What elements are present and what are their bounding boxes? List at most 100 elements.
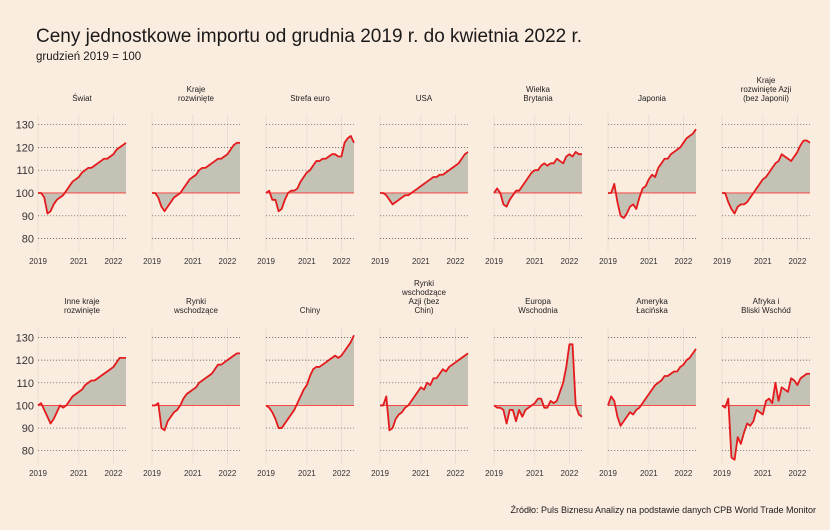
series-line (722, 139, 811, 215)
x-tick-label: 2021 (70, 257, 88, 266)
y-tick-label: 90 (22, 211, 34, 223)
series-area (380, 353, 468, 431)
x-tick-label: 2021 (526, 469, 544, 478)
panel-title: rozwinięte (178, 94, 215, 103)
series-area (266, 335, 354, 429)
panel-title: wschodzące (173, 306, 219, 315)
x-tick-label: 2019 (29, 469, 47, 478)
panel-title: (bez Japonii) (743, 94, 789, 103)
panel-2: Strefa euro 2019 2021 2022 (257, 94, 355, 266)
x-tick-label: 2019 (143, 469, 161, 478)
panel-title: Chiny (300, 306, 320, 315)
x-tick-label: 2021 (298, 257, 316, 266)
panel-3: USA 2019 2021 2022 (371, 94, 469, 266)
series-area (494, 151, 582, 207)
x-tick-label: 2022 (789, 257, 807, 266)
series-area (494, 344, 582, 424)
panel-title: Afryka i (753, 297, 780, 306)
x-tick-label: 2019 (599, 469, 617, 478)
panel-title: Wielka (526, 85, 551, 94)
x-tick-label: 2019 (599, 257, 617, 266)
x-tick-label: 2019 (257, 469, 275, 478)
x-tick-label: 2019 (371, 469, 389, 478)
panel-title: Azji (bez (409, 297, 440, 306)
x-tick-label: 2019 (713, 257, 731, 266)
y-tick-label: 80 (22, 234, 34, 246)
panel-title: Kraje (757, 76, 776, 85)
x-tick-label: 2019 (257, 257, 275, 266)
panel-title: Świat (72, 94, 92, 103)
x-tick-label: 2021 (70, 469, 88, 478)
panel-title: rozwinięte (64, 306, 101, 315)
x-tick-label: 2022 (333, 257, 351, 266)
chart-title: Ceny jednostkowe importu od grudnia 2019… (36, 26, 583, 47)
y-tick-label: 110 (16, 378, 34, 390)
series-line (380, 151, 469, 206)
x-tick-label: 2022 (333, 469, 351, 478)
x-tick-label: 2022 (447, 469, 465, 478)
x-tick-label: 2021 (754, 469, 772, 478)
x-tick-label: 2021 (640, 257, 658, 266)
panel-title: Bliski Wschód (741, 306, 791, 315)
series-line (152, 141, 240, 213)
x-tick-label: 2019 (713, 469, 731, 478)
x-tick-label: 2021 (640, 469, 658, 478)
y-tick-label: 100 (16, 188, 34, 200)
panel-title: Rynki (186, 297, 206, 306)
x-tick-label: 2022 (219, 469, 237, 478)
x-tick-label: 2019 (29, 257, 47, 266)
y-tick-label: 110 (16, 165, 34, 177)
series-line (493, 151, 582, 208)
x-tick-label: 2021 (526, 257, 544, 266)
x-tick-label: 2021 (184, 257, 202, 266)
x-tick-label: 2021 (412, 469, 430, 478)
x-tick-label: 2022 (105, 257, 123, 266)
panel-title: Ameryka (636, 297, 668, 306)
panel-title: Europa (525, 297, 551, 306)
series-area (608, 129, 696, 219)
panel-title: USA (416, 94, 433, 103)
series-area (608, 348, 696, 426)
panel-title: Japonia (638, 94, 667, 103)
series-line (721, 372, 810, 461)
x-tick-label: 2022 (219, 257, 237, 266)
y-tick-label: 80 (22, 446, 34, 458)
panel-title: Rynki (414, 279, 434, 288)
series-line (608, 128, 697, 219)
series-line (607, 348, 697, 427)
series-line (152, 352, 240, 432)
y-tick-label: 120 (16, 355, 34, 367)
x-tick-label: 2022 (561, 257, 579, 266)
x-tick-label: 2022 (105, 469, 123, 478)
x-tick-label: 2021 (412, 257, 430, 266)
x-tick-label: 2022 (789, 469, 807, 478)
x-tick-label: 2022 (447, 257, 465, 266)
y-tick-label: 130 (16, 333, 34, 345)
series-line (38, 142, 127, 215)
panel-title: Chin) (414, 306, 433, 315)
chart-subtitle: grudzień 2019 = 100 (36, 51, 142, 63)
x-tick-label: 2022 (675, 469, 693, 478)
x-tick-label: 2021 (298, 469, 316, 478)
panel-title: Brytania (523, 94, 553, 103)
series-line (265, 135, 355, 213)
series-area (38, 142, 126, 214)
y-tick-label: 90 (22, 423, 34, 435)
x-tick-label: 2022 (561, 469, 579, 478)
x-tick-label: 2021 (754, 257, 772, 266)
panel-title: Łacińska (636, 306, 668, 315)
series-line (380, 352, 469, 432)
series-area (152, 142, 240, 212)
series-area (152, 353, 240, 431)
series-line (37, 356, 126, 425)
y-tick-label: 120 (16, 142, 34, 154)
x-tick-label: 2022 (675, 257, 693, 266)
